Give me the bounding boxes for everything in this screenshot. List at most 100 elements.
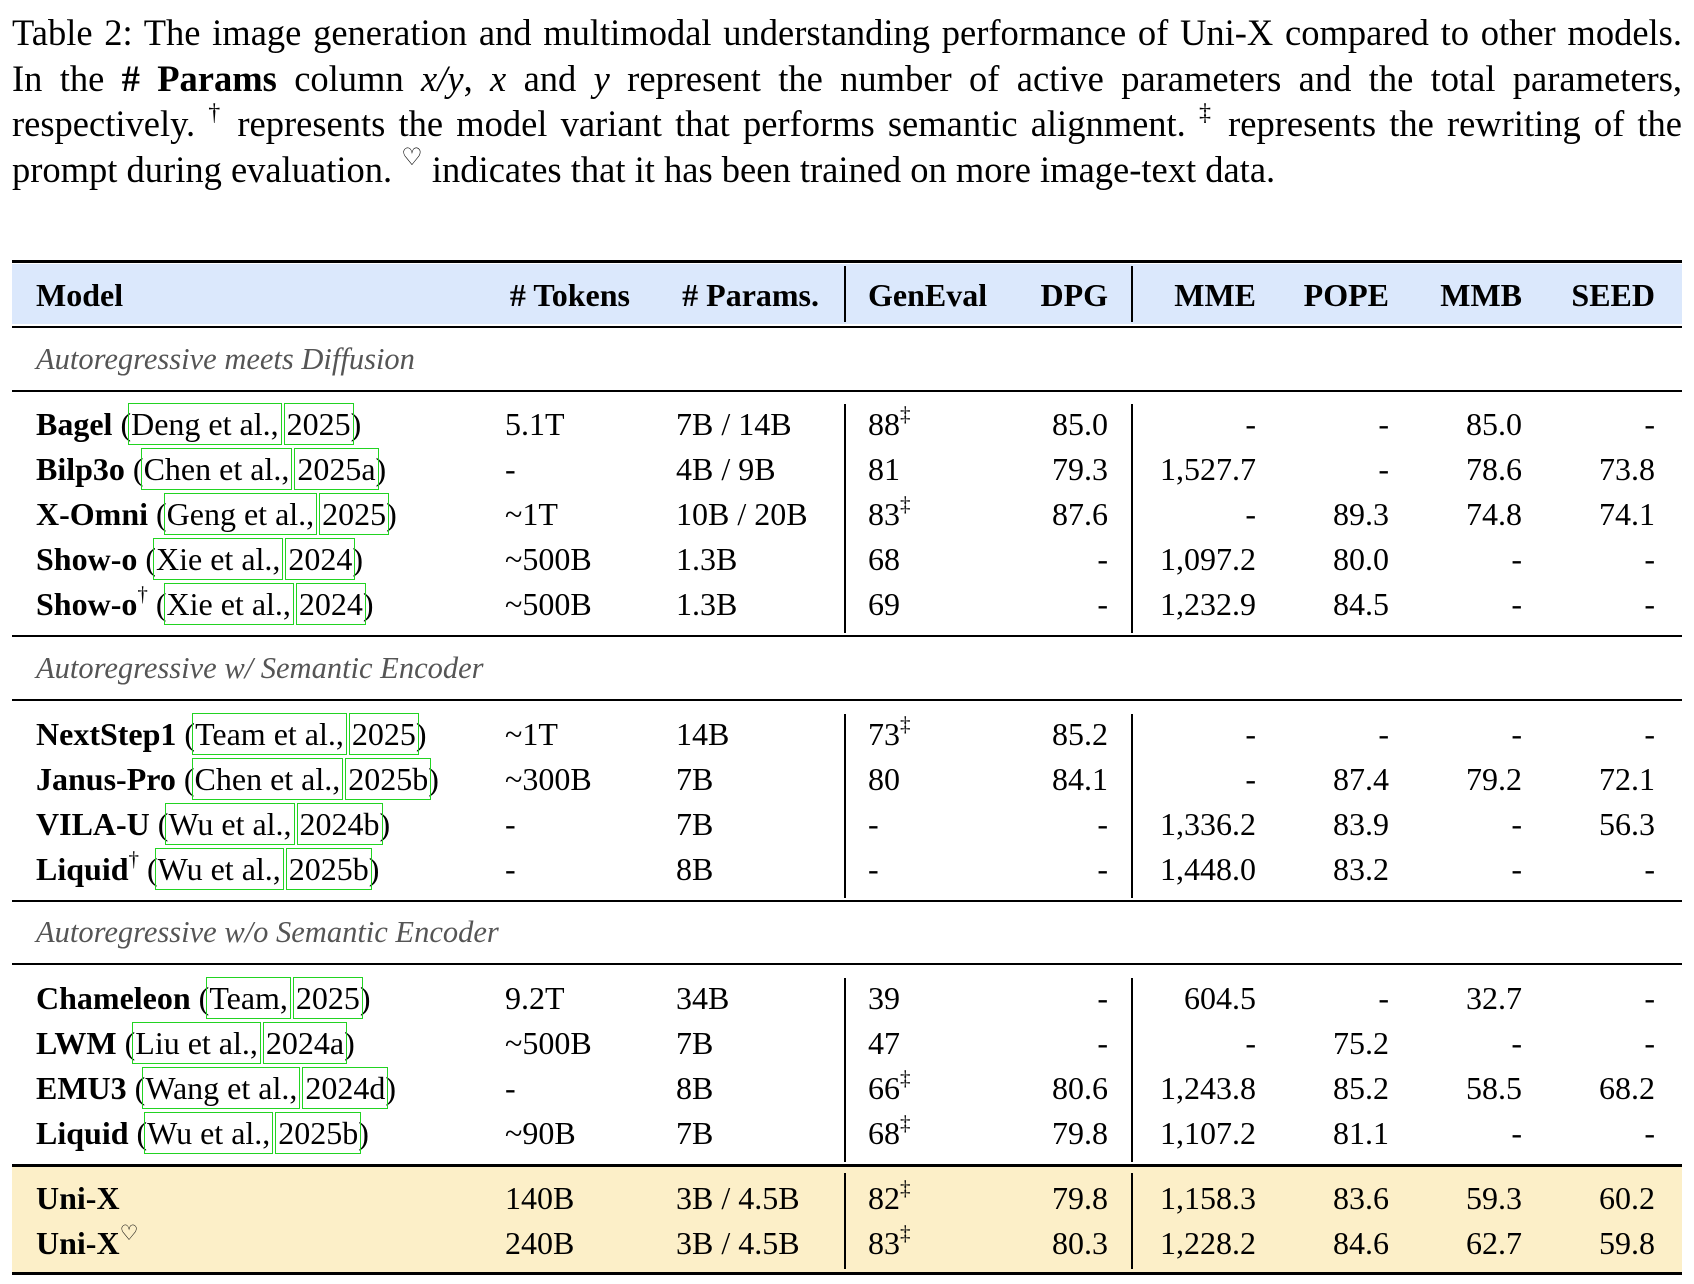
geneval-superscript: ‡: [900, 712, 911, 737]
cell-seed: -: [1644, 978, 1655, 1018]
cell-pope-value: 80.0: [1333, 541, 1389, 577]
cell-mme: 1,527.7: [1160, 449, 1256, 489]
cell-params-value: 7B / 14B: [676, 406, 792, 442]
cell-geneval: 47: [868, 1023, 900, 1063]
cell-dpg-value: -: [1097, 851, 1108, 887]
cell-seed-value: 74.1: [1599, 496, 1655, 532]
cell-geneval-value: 83: [868, 1225, 900, 1261]
cell-pope: 80.0: [1333, 539, 1389, 579]
cell-pope: -: [1378, 449, 1389, 489]
citation-authors: Wu et al.,: [144, 1112, 274, 1154]
cell-tokens-value: ~1T: [505, 496, 558, 532]
cell-pope-value: -: [1378, 716, 1389, 752]
cell-mme-value: 1,228.2: [1160, 1225, 1256, 1261]
cell-pope-value: 84.5: [1333, 586, 1389, 622]
cell-seed-value: -: [1644, 716, 1655, 752]
cell-mme: -: [1245, 759, 1256, 799]
cell-tokens-value: ~500B: [505, 1025, 592, 1061]
model-name-superscript: †: [137, 582, 148, 607]
column-header-seed: SEED: [1571, 277, 1655, 313]
citation-authors: Xie et al.,: [163, 583, 294, 625]
cell-tokens: 140B: [505, 1178, 574, 1218]
cell-mmb-value: 58.5: [1466, 1070, 1522, 1106]
model-name: Liquid: [36, 1115, 129, 1151]
citation-year: 2025a: [294, 448, 379, 490]
group-title-rule: [12, 699, 1682, 701]
cell-dpg: 80.3: [1052, 1223, 1108, 1263]
cell-mmb-value: 79.2: [1466, 761, 1522, 797]
cell-tokens: ~90B: [505, 1113, 576, 1153]
table-caption: Table 2: The image generation and multim…: [12, 12, 1683, 190]
cell-dpg-value: -: [1097, 806, 1108, 842]
cell-geneval: 83‡: [868, 494, 911, 534]
cell-geneval: 68‡: [868, 1113, 911, 1153]
model-name-cell: LWM (Liu et al., 2024a): [36, 1022, 355, 1064]
cell-geneval: 73‡: [868, 714, 911, 754]
group-title-rule: [12, 963, 1682, 965]
cell-tokens: 240B: [505, 1223, 574, 1263]
cell-params: 8B: [676, 849, 713, 889]
cell-mmb: -: [1511, 584, 1522, 624]
cell-seed: 74.1: [1599, 494, 1655, 534]
cell-mme-value: 1,336.2: [1160, 806, 1256, 842]
cell-params-value: 7B: [676, 761, 714, 797]
cell-mme-value: 604.5: [1184, 980, 1256, 1016]
cell-dpg-value: 84.1: [1052, 761, 1108, 797]
model-name: Show-o: [36, 541, 138, 577]
cell-dpg: -: [1097, 539, 1108, 579]
cell-pope-value: -: [1378, 451, 1389, 487]
cell-geneval-value: 82: [868, 1180, 900, 1216]
geneval-superscript: ‡: [900, 492, 911, 517]
cell-tokens-value: ~500B: [505, 586, 592, 622]
citation-year: 2025: [283, 403, 354, 445]
cell-seed-value: 60.2: [1599, 1180, 1655, 1216]
cell-mmb: -: [1511, 1023, 1522, 1063]
model-name: Chameleon: [36, 980, 191, 1016]
cell-geneval-value: 88: [868, 406, 900, 442]
cell-dpg-value: 79.3: [1052, 451, 1108, 487]
cell-params: 1.3B: [676, 584, 737, 624]
cell-tokens: ~500B: [505, 584, 592, 624]
model-name: X-Omni: [36, 496, 148, 532]
column-header-model: Model: [36, 277, 124, 313]
cell-dpg-value: 80.6: [1052, 1070, 1108, 1106]
cell-params: 7B: [676, 1113, 713, 1153]
cell-tokens-value: 9.2T: [505, 980, 565, 1016]
cell-tokens-value: -: [505, 1070, 516, 1106]
model-name: Bagel: [36, 406, 113, 442]
cell-seed: -: [1644, 404, 1655, 444]
cell-pope: 84.6: [1333, 1223, 1389, 1263]
geneval-superscript: ‡: [900, 1066, 911, 1091]
cell-mmb: -: [1511, 804, 1522, 844]
cell-seed: 56.3: [1599, 804, 1655, 844]
model-name: Bilp3o: [36, 451, 125, 487]
group-title: Autoregressive w/o Semantic Encoder: [36, 915, 499, 949]
group-title-rule: [12, 390, 1682, 392]
column-header-geneval: GenEval: [868, 277, 988, 313]
cell-geneval-value: 47: [868, 1025, 900, 1061]
cell-mme: 1,228.2: [1160, 1223, 1256, 1263]
cell-dpg: -: [1097, 849, 1108, 889]
citation-year: 2024d: [302, 1067, 389, 1109]
cell-params-value: 7B: [676, 1115, 714, 1151]
cell-geneval: -: [868, 804, 879, 844]
cell-tokens-value: 5.1T: [505, 406, 565, 442]
cell-seed: 73.8: [1599, 449, 1655, 489]
cell-mmb-value: 59.3: [1466, 1180, 1522, 1216]
cell-mmb-value: -: [1511, 1025, 1522, 1061]
citation-year: 2024: [285, 538, 356, 580]
cell-seed: -: [1644, 584, 1655, 624]
cell-seed-value: 72.1: [1599, 761, 1655, 797]
cell-pope-value: 83.6: [1333, 1180, 1389, 1216]
cell-pope-value: 87.4: [1333, 761, 1389, 797]
cell-dpg: -: [1097, 804, 1108, 844]
cell-mmb: 59.3: [1466, 1178, 1522, 1218]
group-divider-left: [844, 978, 846, 1162]
cell-seed-value: -: [1644, 406, 1655, 442]
cell-tokens-value: -: [505, 451, 516, 487]
cell-mmb: 79.2: [1466, 759, 1522, 799]
model-name-cell: EMU3 (Wang et al., 2024d): [36, 1067, 396, 1109]
cell-mmb: 32.7: [1466, 978, 1522, 1018]
cell-seed-value: -: [1644, 541, 1655, 577]
cell-mmb: -: [1511, 539, 1522, 579]
